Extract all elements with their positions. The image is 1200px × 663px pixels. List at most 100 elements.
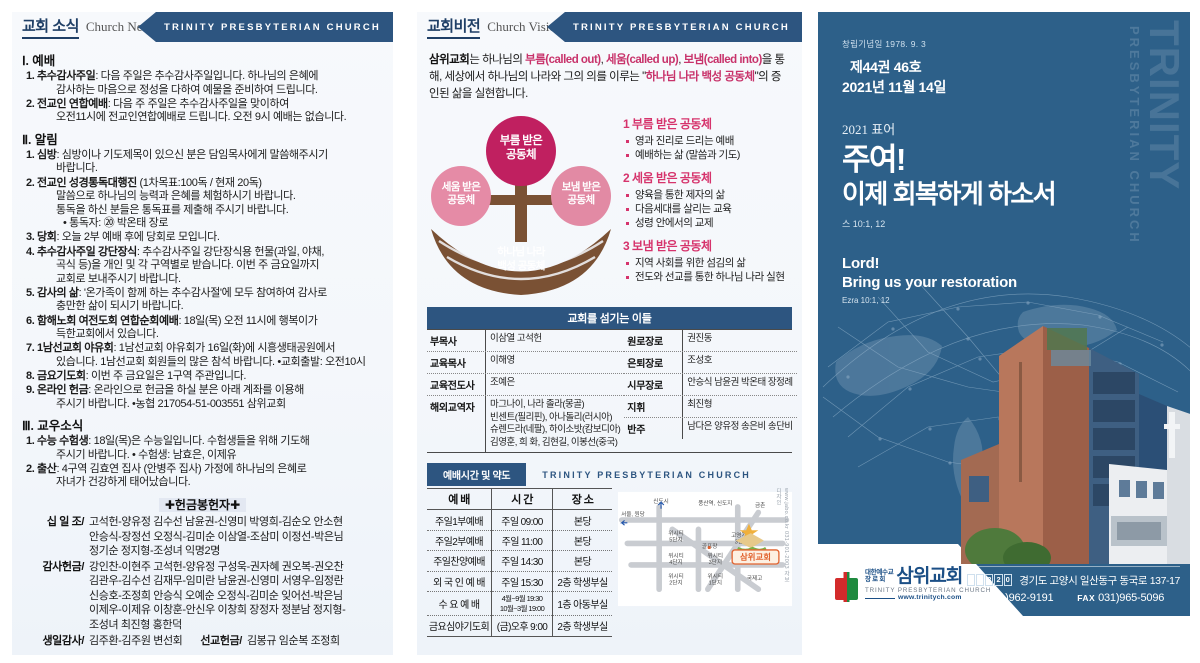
section-title: 예배 [32, 54, 56, 68]
logo-church-name-ko: 삼위교회 [896, 565, 963, 587]
logo-text: 대한예수교 장 로 회 삼위교회 TRINITY PRESBYTERIAN CH… [865, 567, 991, 603]
value-line: 이삼열 고석헌 [490, 333, 542, 344]
map-label: 위시티 [668, 551, 683, 559]
denomination-line2: 장 로 회 [865, 576, 886, 583]
row-key: 교육목사 [427, 352, 486, 373]
item-index: 1. [26, 148, 35, 161]
vision-group-number: 3 [623, 239, 630, 253]
item-label: 전교인 성경통독대행진 [37, 176, 137, 189]
row-value: 안승식 남윤권 박온태 장정례 [683, 374, 796, 395]
map-label: 3단지 [709, 558, 722, 566]
motto-line1: 주여! [842, 142, 906, 177]
value-line: 이해영 [490, 355, 515, 366]
item-subline: 교회로 보내주시기 바랍니다. [56, 272, 181, 285]
item-text: : 4구역 김효연 집사 (안병주 집사) 가정에 하나님의 은혜로 [56, 462, 307, 475]
vision-group-heading: 2 세움 받은 공동체 [623, 169, 792, 186]
map-label: 1단지 [709, 579, 722, 587]
cover-side-subtitle: PRESBYTERIAN CHURCH [1127, 26, 1142, 245]
cell-service: 수 요 예 배 [427, 591, 492, 616]
cover-side-trinity: TRINITY [1141, 20, 1188, 191]
list-item: 9. 온라인 헌금: 온라인으로 헌금을 하실 분은 아래 계좌를 이용해 주시… [26, 384, 383, 411]
vision-group-number: 1 [623, 117, 630, 131]
table-row: 시무장로 안승식 남윤권 박온태 장정례 [624, 374, 797, 396]
vision-keyword-called-out: 부름(called out) [525, 54, 601, 66]
table-row: 교육목사 이해영 [427, 352, 625, 374]
section-heading-notice: Ⅱ. 알림 [22, 129, 383, 148]
row-value: 이해영 [486, 352, 624, 373]
panel-cover: TRINITY PRESBYTERIAN CHURCH TRINITY PRES… [810, 0, 1200, 663]
worship-table-body: 주일1부예배 주일 09:00 본당 주일2부예배 주일 11:00 본당 주일… [427, 509, 612, 637]
church-news-header: 교회 소식 Church News TRINITY PRESBYTERIAN C… [12, 12, 393, 42]
church-news-title-ko: 교회 소식 [22, 15, 79, 39]
list-item: 5. 감사의 삶: '온가족이 함께 하는 추수감사절'에 모두 참여하여 감사… [26, 287, 383, 314]
offering-name-line: 김관우-김수선 김재무-임미란 남윤권-신영미 서영우-임정란 [89, 575, 344, 588]
vision-church-name: 삼위교회 [429, 54, 470, 66]
vision-group-item: 예배하는 삶 (말씀과 기도) [623, 148, 792, 162]
section-items-members: 1. 수능 수험생: 18일(목)은 수능일입니다. 수험생들을 위해 기도해 … [26, 435, 383, 490]
website-link[interactable]: www.trinitych.com [865, 594, 991, 602]
item-subline: 바랍니다. [56, 162, 98, 175]
vision-group-heading: 3 보냄 받은 공동체 [623, 237, 792, 254]
item-subline: 곡식 등)을 개인 및 각 구역별로 받습니다. 이번 주 금요일까지 [56, 259, 320, 272]
item-label: 감사의 삶 [37, 286, 79, 299]
offering-group-names: 고석헌-양유정 김수선 남윤권-신영미 박영희-김순오 안소현 안승식-장정선 … [89, 515, 383, 559]
map-label: 금촌 [755, 501, 765, 509]
motto-line2: 이제 회복하게 하소서 [842, 179, 1057, 209]
vision-group-item: 다음세대를 살리는 교육 [623, 202, 792, 216]
section-title: 교우소식 [37, 419, 84, 434]
section-heading-worship: Ⅰ. 예배 [22, 50, 383, 69]
value-line: 조예은 [490, 377, 515, 388]
item-subline: 말씀으로 하나님의 능력과 은혜를 체험하시기 바랍니다. [56, 190, 296, 203]
cell-place: 2층 학생부실 [557, 577, 608, 589]
motto-en-line1: Lord! [842, 255, 880, 272]
item-index: 1. [26, 70, 35, 82]
church-vision-title-en: Church Vision [487, 19, 563, 34]
cell-place: 본당 [573, 557, 592, 569]
tel-label: TEL [966, 593, 985, 603]
issue-date: 2021년 11월 14일 [842, 79, 947, 95]
item-text: : 온라인으로 헌금을 하실 분은 아래 계좌를 이용해 [88, 383, 304, 396]
panel-church-vision-inner: 교회비전 Church Vision TRINITY PRESBYTERIAN … [417, 12, 802, 655]
list-item: 1. 추수감사주일: 다음 주일은 추수감사주일입니다. 하나님의 은혜에 감사… [26, 70, 383, 97]
vision-circle-right: 보냄 받은 공동체 [548, 181, 614, 207]
vision-statement: 삼위교회는 하나님의 부름(called out), 세움(called up)… [417, 42, 802, 107]
offering-footer-row: 생일감사/ 김주환-김주원 변선회 선교헌금/ 김봉규 임순복 조정희 [22, 634, 383, 649]
panel-cover-inner: TRINITY PRESBYTERIAN CHURCH TRINITY PRES… [818, 12, 1190, 655]
mission-offering-label: 선교헌금/ [200, 635, 242, 648]
vision-group-item: 양육을 통한 제자의 삶 [623, 188, 792, 202]
vision-group-item: 영과 진리로 드리는 예배 [623, 134, 792, 148]
mission-offering-names: 김봉규 임순복 조정희 [246, 635, 340, 648]
vision-diagram-wrap: 부름 받은 공동체 세움 받은 공동체 보냄 받은 공동체 하나님 나라 백성 … [417, 107, 802, 299]
row-key: 교육전도사 [427, 374, 486, 395]
item-subline: 자녀가 건강하게 태어났습니다. [56, 476, 191, 489]
item-label: 수능 수험생 [37, 435, 89, 448]
vision-circle-left: 세움 받은 공동체 [428, 181, 494, 207]
offering-group-label: 십 일 조/ [46, 516, 85, 529]
value-line: 슈렌드라(네팔), 하이소밧(캄보디아) [490, 424, 621, 435]
vision-group-number: 2 [623, 171, 630, 185]
offering-group-names: 강인찬-이현주 고석헌-양유정 구성욱-권자혜 권오복-권오찬 김관우-김수선 … [89, 560, 383, 633]
worship-table-head: 예 배 시 간 장 소 [427, 488, 612, 511]
item-label: 심방 [37, 148, 57, 161]
offering-group-thanks: 감사헌금/ 강인찬-이현주 고석헌-양유정 구성욱-권자혜 권오복-권오찬 김관… [22, 560, 383, 633]
item-label: 함해노회 여전도회 연합순회예배 [37, 314, 179, 327]
item-label: 추수감사주일 강단장식 [37, 245, 137, 258]
motto-scripture-ref: 스 10:1, 12 [842, 219, 886, 229]
value-line: 김영훈, 희 화, 김현길, 이봉선(중국) [490, 436, 618, 448]
denomination-line1: 대한예수교 [865, 568, 894, 576]
church-logo: 대한예수교 장 로 회 삼위교회 TRINITY PRESBYTERIAN CH… [834, 567, 991, 603]
value-line: 권진동 [687, 333, 713, 344]
phone-row: TEL 031)962-9191 FAX 031)965-5096 [967, 592, 1180, 604]
worship-times-band: TRINITY PRESBYTERIAN CHURCH [542, 469, 752, 480]
church-building-photo [961, 326, 1190, 564]
servants-table-body: 부목사 이삼열 고석헌 교육목사 이해영 교육전도사 조예은 해외교역자 [427, 329, 797, 453]
list-item: 2. 전교인 연합예배: 다음 주 주일은 추수감사주일을 맞이하여 오전11시… [26, 98, 383, 125]
value-line: 최진형 [687, 399, 713, 410]
offering-name-line: 고석헌-양유정 김수선 남윤권-신영미 박영희-김순오 안소현 [89, 516, 343, 529]
offering-name-line: 정기순 정지형-조성녀 익명2명 [89, 545, 220, 558]
section-items-worship: 1. 추수감사주일: 다음 주일은 추수감사주일입니다. 하나님의 은혜에 감사… [26, 70, 383, 125]
panel-church-news-inner: 교회 소식 Church News TRINITY PRESBYTERIAN C… [12, 12, 393, 655]
row-value: 이삼열 고석헌 [486, 330, 624, 351]
church-news-body: Ⅰ. 예배 1. 추수감사주일: 다음 주일은 추수감사주일입니다. 하나님의 … [12, 42, 393, 649]
cell-service: 주일1부예배 [427, 509, 492, 531]
